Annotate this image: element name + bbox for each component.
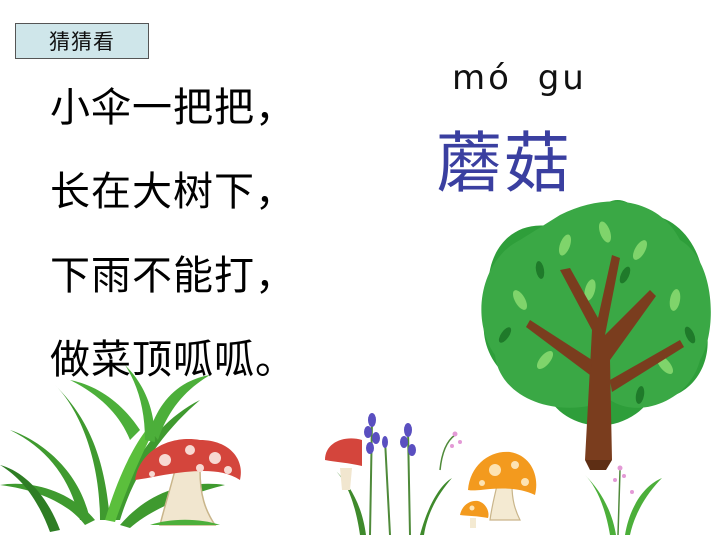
tree-icon — [481, 200, 711, 470]
riddle-line-1: 小伞一把把， — [50, 85, 296, 131]
lavender-icon — [335, 413, 452, 536]
riddle-line-3: 下雨不能打， — [50, 253, 296, 299]
guess-tag-label: 猜猜看 — [49, 30, 115, 54]
riddle-poem: 小伞一把把， 长在大树下， 下雨不能打， 做菜顶呱呱。 — [50, 80, 296, 416]
answer-characters: 蘑菇 — [436, 125, 572, 202]
answer-pinyin: mó gu — [452, 58, 587, 98]
mushroom-icon — [325, 438, 362, 490]
riddle-line-4: 做菜顶呱呱。 — [50, 337, 296, 383]
riddle-line-2: 长在大树下， — [50, 169, 296, 215]
mushroom-icon — [135, 439, 241, 526]
grass-icon — [70, 365, 210, 442]
grass-icon — [439, 431, 662, 536]
guess-tag: 猜猜看 — [15, 23, 149, 59]
mushroom-icon — [460, 451, 537, 528]
